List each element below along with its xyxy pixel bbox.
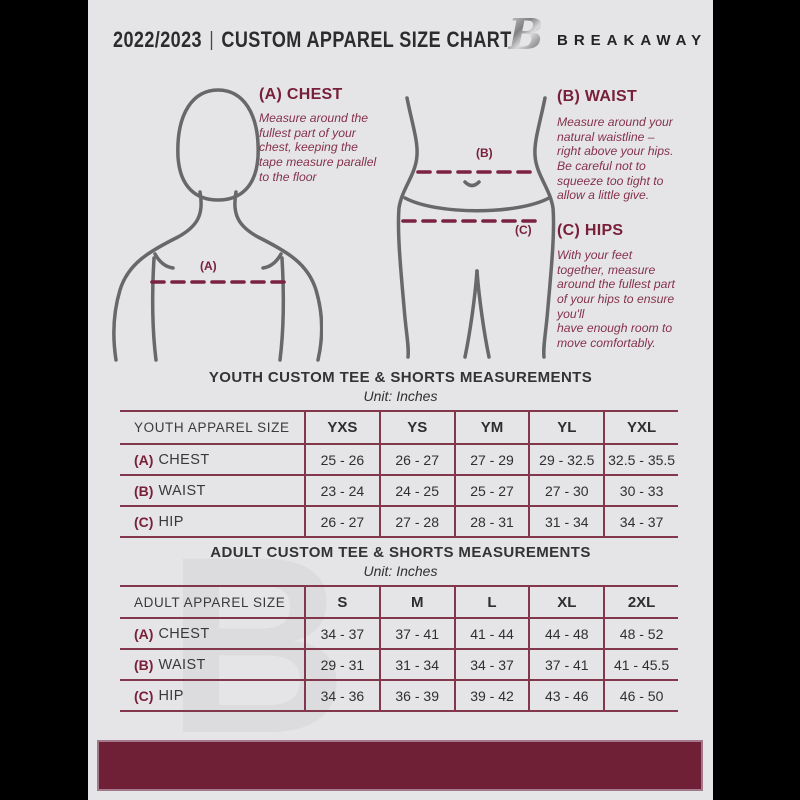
hip-marker-label: (C) [515,223,532,237]
adult-size-col: S [304,587,379,617]
adult-size-col: M [378,587,454,617]
chest-marker-label: (A) [200,259,217,273]
value-cell: 48 - 52 [603,619,678,648]
upper-body-diagram [112,88,323,362]
brand-watermark-letter: B [166,505,348,786]
youth-size-header-cell: YOUTH APPAREL SIZE [134,420,290,435]
table-row: (C) HIP 26 - 27 27 - 28 28 - 31 31 - 34 … [120,507,678,538]
row-label-chest: (A) CHEST [134,625,210,642]
row-label-waist: (B) WAIST [134,656,206,673]
value-cell: 28 - 31 [453,507,529,536]
youth-size-col: YXL [603,412,678,443]
value-cell: 41 - 44 [453,619,529,648]
adult-size-col: L [453,587,529,617]
value-cell: 43 - 46 [528,681,603,710]
content-layer: 2022/2023 | CUSTOM APPAREL SIZE CHART B … [88,0,713,800]
waist-instruction-text: Measure around your natural waistline – … [557,115,674,203]
adult-section-title: ADULT CUSTOM TEE & SHORTS MEASUREMENTS [210,544,591,561]
value-cell: 27 - 29 [453,445,529,474]
value-cell: 34 - 37 [603,507,678,536]
table-row: (B) WAIST 23 - 24 24 - 25 25 - 27 27 - 3… [120,476,678,507]
value-cell: 29 - 32.5 [528,445,603,474]
value-cell: 34 - 37 [453,650,529,679]
value-cell: 44 - 48 [528,619,603,648]
title-text: CUSTOM APPAREL SIZE CHART [221,27,512,52]
value-cell: 39 - 42 [453,681,529,710]
adult-size-col: XL [528,587,603,617]
adult-size-table: ADULT APPAREL SIZE S M L XL 2XL (A) CHES… [120,585,678,712]
waist-marker-label: (B) [476,146,493,160]
right-shoulder-arm [233,190,323,362]
youth-size-table: YOUTH APPAREL SIZE YXS YS YM YL YXL (A) … [120,410,678,538]
chest-instruction-heading: (A) CHEST [259,86,343,103]
table-row: (B) WAIST 29 - 31 31 - 34 34 - 37 37 - 4… [120,650,678,681]
value-cell: 27 - 28 [378,507,454,536]
lower-body-diagram [396,96,556,359]
brand-name: BREAKAWAY [557,32,708,49]
waist-instruction-heading: (B) WAIST [557,88,638,105]
title-divider: | [209,29,215,51]
adult-section-unit: Unit: Inches [363,563,438,579]
breakaway-logo-icon: B [508,10,544,59]
left-inner-leg [463,269,479,359]
value-cell: 26 - 27 [304,507,379,536]
value-cell: 37 - 41 [378,619,454,648]
value-cell: 27 - 30 [528,476,603,505]
row-label-hip: (C) HIP [134,513,184,530]
navel-mark [463,180,481,188]
left-torso-side [150,256,158,362]
value-cell: 34 - 37 [304,619,379,648]
value-cell: 25 - 27 [453,476,529,505]
table-row: (A) CHEST 34 - 37 37 - 41 41 - 44 44 - 4… [120,619,678,650]
hips-instruction-heading: (C) HIPS [557,222,624,239]
right-armpit-crease [261,252,283,270]
value-cell: 26 - 27 [378,445,454,474]
footer-accent-bar [97,740,703,791]
left-armpit-crease [153,252,175,270]
hip-waistline-curve [403,196,551,213]
adult-size-col: 2XL [603,587,678,617]
left-hip-leg-outline [396,96,419,359]
youth-size-col: YM [453,412,529,443]
value-cell: 31 - 34 [378,650,454,679]
row-label-chest: (A) CHEST [134,451,210,468]
youth-size-col: YS [378,412,454,443]
youth-size-col: YL [528,412,603,443]
right-torso-side [278,256,286,362]
head-outline [176,88,260,202]
row-label-waist: (B) WAIST [134,482,206,499]
adult-size-header-cell: ADULT APPAREL SIZE [134,594,286,610]
right-inner-leg [475,269,491,359]
hips-instruction-text: With your feet together, measure around … [557,248,675,350]
value-cell: 41 - 45.5 [603,650,678,679]
chest-instruction-text: Measure around the fullest part of your … [259,111,377,184]
table-row: (A) CHEST 25 - 26 26 - 27 27 - 29 29 - 3… [120,445,678,476]
value-cell: 29 - 31 [304,650,379,679]
youth-table-header-row: YOUTH APPAREL SIZE YXS YS YM YL YXL [120,412,678,445]
value-cell: 25 - 26 [304,445,379,474]
document-canvas: B 2022/2023 | CUSTOM APPAREL SIZE CHART … [88,0,713,800]
value-cell: 32.5 - 35.5 [603,445,678,474]
value-cell: 36 - 39 [378,681,454,710]
right-hip-leg-outline [533,96,556,359]
youth-section-unit: Unit: Inches [363,388,438,404]
value-cell: 31 - 34 [528,507,603,536]
left-shoulder-arm [112,190,203,362]
table-row: (C) HIP 34 - 36 36 - 39 39 - 42 43 - 46 … [120,681,678,712]
adult-table-header-row: ADULT APPAREL SIZE S M L XL 2XL [120,587,678,619]
value-cell: 34 - 36 [304,681,379,710]
value-cell: 23 - 24 [304,476,379,505]
value-cell: 30 - 33 [603,476,678,505]
document-title: 2022/2023 | CUSTOM APPAREL SIZE CHART [113,27,512,53]
value-cell: 24 - 25 [378,476,454,505]
value-cell: 37 - 41 [528,650,603,679]
title-year: 2022/2023 [113,27,202,52]
youth-section-title: YOUTH CUSTOM TEE & SHORTS MEASUREMENTS [208,369,593,386]
youth-size-col: YXS [304,412,379,443]
row-label-hip: (C) HIP [134,687,184,704]
value-cell: 46 - 50 [603,681,678,710]
